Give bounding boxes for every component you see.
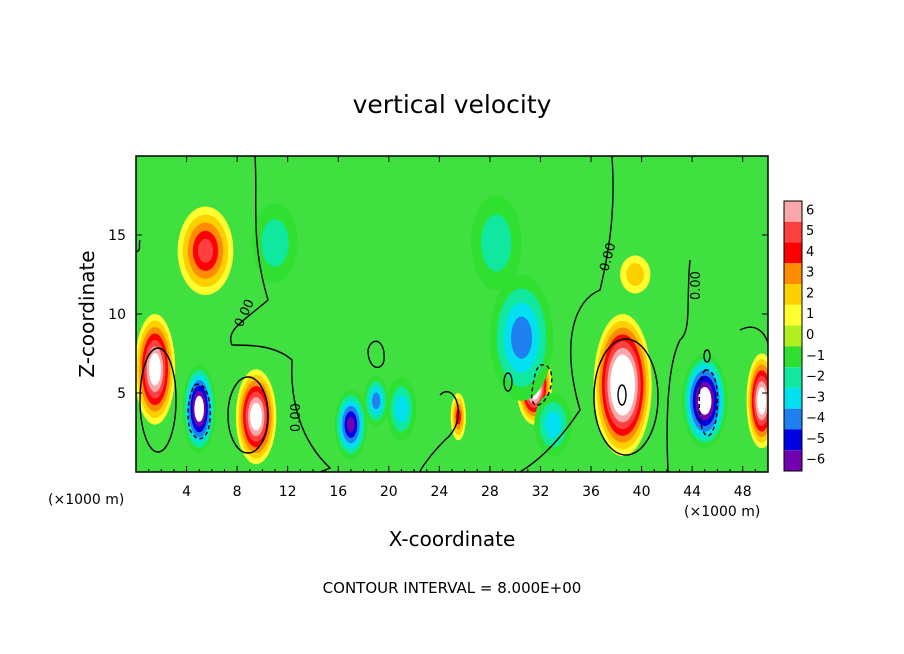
velocity-level--8 xyxy=(196,400,203,417)
velocity-feature-11 xyxy=(470,195,522,291)
x-tick-labels: 4 8 12 16 20 24 28 32 36 40 44 48 xyxy=(182,484,752,500)
colorbar-swatch xyxy=(784,429,802,451)
velocity-feature-15 xyxy=(746,353,768,449)
velocity-level-8 xyxy=(151,359,159,380)
x-unit-label: (×1000 m) xyxy=(684,504,760,520)
zero-contour-line xyxy=(136,239,141,253)
velocity-feature-4 xyxy=(252,203,298,283)
dashed-contour xyxy=(187,383,212,440)
y-unit-label: (×1000 m) xyxy=(48,492,124,508)
x-tick-label: 24 xyxy=(430,484,448,500)
velocity-level-5 xyxy=(197,238,214,263)
x-axis-label: X-coordinate xyxy=(389,527,516,551)
colorbar-swatch xyxy=(784,242,802,264)
x-tick-label: 4 xyxy=(182,484,191,500)
x-tick-label: 20 xyxy=(380,484,398,500)
zero-contour-line xyxy=(519,156,614,472)
y-tick-label: 15 xyxy=(108,228,126,244)
velocity-level--3 xyxy=(394,395,408,423)
colorbar-swatch xyxy=(784,387,802,409)
x-tick-label: 44 xyxy=(683,484,701,500)
colorbar-tick-label: 0 xyxy=(806,328,814,343)
colorbar-tick-label: 6 xyxy=(806,203,814,218)
colorbar-swatch xyxy=(784,367,802,388)
velocity-level--4 xyxy=(371,392,381,410)
inner-contour xyxy=(617,384,627,406)
x-tick-label: 48 xyxy=(734,484,752,500)
contour-label: 0.00 xyxy=(597,241,619,273)
colorbar-tick-label: −6 xyxy=(806,453,825,468)
inner-contour xyxy=(227,376,269,454)
colorbar-swatch xyxy=(784,221,802,243)
contour-label: 0.00 xyxy=(289,403,304,432)
y-tick-label: 10 xyxy=(108,307,126,323)
y-axis-label: Z-coordinate xyxy=(75,250,99,377)
colorbar-tick-label: 2 xyxy=(806,286,814,301)
colorbar-tick-label: −2 xyxy=(806,370,825,385)
x-tick-label: 16 xyxy=(329,484,347,500)
contour-interval-note: CONTOUR INTERVAL = 8.000E+00 xyxy=(323,579,582,597)
contour-label: 0.00 xyxy=(689,271,704,300)
velocity-level--8 xyxy=(700,392,709,410)
velocity-level-8 xyxy=(759,392,765,410)
colorbar-tick-label: 3 xyxy=(806,266,814,281)
colorbar-tick-label: 5 xyxy=(806,224,814,239)
velocity-level--6 xyxy=(347,416,355,433)
colorbar-tick-label: −4 xyxy=(806,411,825,426)
inner-contour xyxy=(703,349,711,363)
colorbar-swatch xyxy=(784,408,802,430)
velocity-field xyxy=(136,195,768,465)
x-tick-label: 32 xyxy=(532,484,550,500)
velocity-level--3 xyxy=(544,411,562,439)
zero-contour-line xyxy=(419,391,460,472)
velocity-feature-7 xyxy=(386,377,417,441)
velocity-feature-3 xyxy=(235,369,277,465)
zero-contour-line xyxy=(229,156,332,472)
colorbar-swatch xyxy=(784,304,802,326)
colorbar-tick-label: 1 xyxy=(806,307,814,322)
dashed-contour xyxy=(531,364,553,406)
x-tick-label: 28 xyxy=(481,484,499,500)
colorbar-tick-label: −5 xyxy=(806,432,825,447)
velocity-feature-10 xyxy=(489,274,554,401)
velocity-level-8 xyxy=(252,408,260,426)
inner-contour xyxy=(503,372,513,392)
velocity-level--2 xyxy=(481,214,512,272)
y-tick-label: 5 xyxy=(117,386,126,402)
x-tick-label: 36 xyxy=(582,484,600,500)
colorbar-frame xyxy=(783,200,803,472)
velocity-feature-13 xyxy=(620,255,651,294)
colorbar-tick-label: −3 xyxy=(806,390,825,405)
colorbar-swatch xyxy=(784,284,802,305)
velocity-level--4 xyxy=(510,316,533,359)
chart-title: vertical velocity xyxy=(353,90,552,119)
tick-marks xyxy=(136,156,768,472)
velocity-level-2 xyxy=(626,263,645,286)
velocity-feature-1 xyxy=(177,206,234,296)
colorbar-tick-label: 4 xyxy=(806,245,814,260)
colorbar-swatch xyxy=(784,201,802,222)
inner-contour xyxy=(139,347,177,453)
velocity-feature-14 xyxy=(682,353,728,449)
velocity-feature-16 xyxy=(534,393,573,457)
colorbar-swatch xyxy=(784,325,802,347)
velocity-feature-6 xyxy=(363,375,389,427)
colorbar-swatch xyxy=(784,450,802,471)
velocity-level--2 xyxy=(261,219,289,267)
y-tick-labels: 5 10 15 xyxy=(108,228,126,402)
colorbar-tick-label: −1 xyxy=(806,349,825,364)
x-tick-label: 40 xyxy=(633,484,651,500)
plot-area: 0.00 0.00 0.00 0.00 xyxy=(135,155,769,473)
x-tick-label: 8 xyxy=(233,484,242,500)
colorbar-swatch xyxy=(784,346,802,368)
colorbar: 6 5 4 3 2 1 0 −1 −2 −3 −4 −5 −6 xyxy=(783,200,825,472)
zero-contour-line xyxy=(666,259,691,472)
zero-contour-line xyxy=(367,340,385,369)
colorbar-swatch xyxy=(784,263,802,285)
velocity-feature-5 xyxy=(334,389,368,460)
zero-contours xyxy=(136,156,768,472)
inner-contour xyxy=(593,338,659,456)
x-tick-label: 12 xyxy=(279,484,297,500)
